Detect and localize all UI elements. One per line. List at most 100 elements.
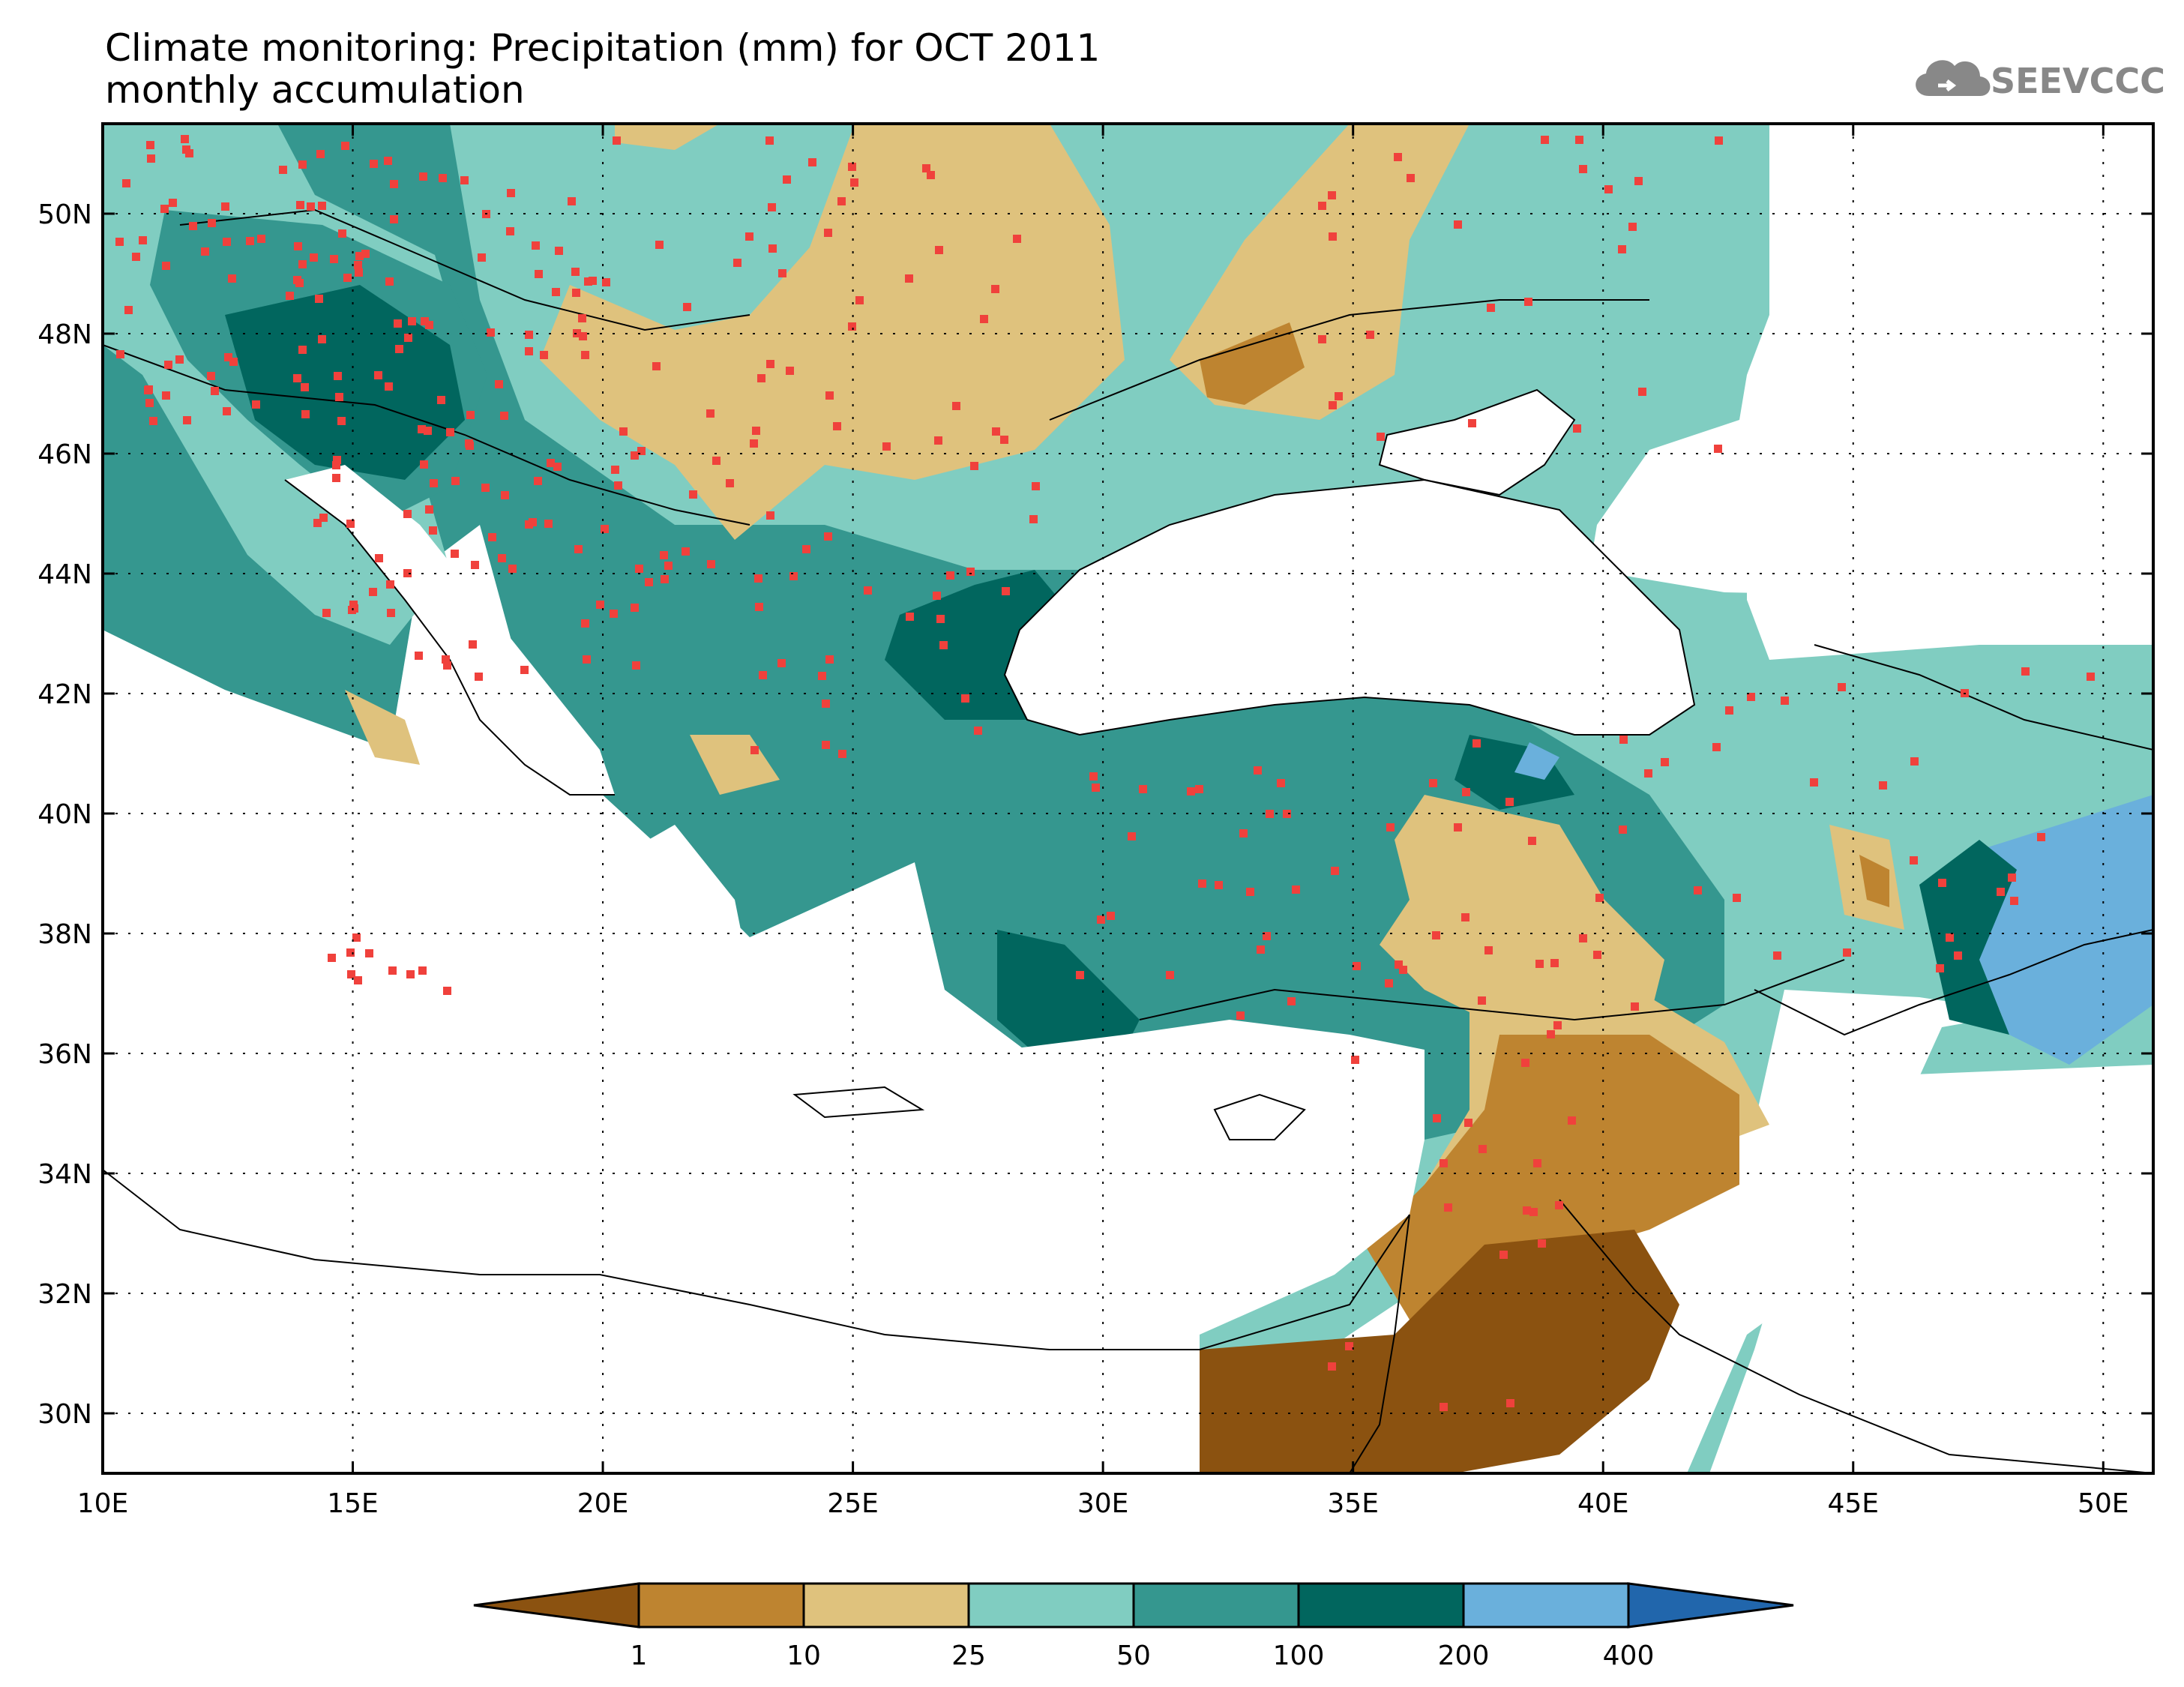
station-marker: [387, 609, 395, 617]
station-marker: [1407, 174, 1415, 182]
station-marker: [421, 317, 429, 325]
station-marker: [355, 268, 363, 277]
station-marker: [403, 569, 412, 577]
station-marker: [252, 400, 260, 409]
lon-tick-label: 40E: [1577, 1488, 1629, 1519]
station-marker: [175, 355, 184, 364]
station-marker: [980, 315, 988, 323]
station-marker: [487, 328, 495, 337]
station-marker: [394, 319, 402, 328]
station-marker: [1215, 881, 1223, 889]
station-marker: [1292, 885, 1300, 894]
station-marker: [906, 613, 914, 621]
station-marker: [682, 547, 690, 556]
station-marker: [1353, 962, 1361, 970]
station-marker: [1377, 433, 1385, 441]
station-marker: [848, 322, 856, 331]
station-marker: [824, 532, 832, 541]
station-marker: [706, 409, 715, 418]
station-marker: [506, 227, 514, 235]
station-marker: [346, 520, 355, 528]
station-marker: [1879, 781, 1887, 790]
station-marker: [404, 334, 412, 342]
station-marker: [822, 741, 830, 749]
station-marker: [766, 511, 774, 520]
station-marker: [408, 317, 416, 325]
dry-regions: [345, 124, 1904, 1473]
station-marker: [939, 641, 948, 649]
station-marker: [808, 158, 816, 166]
station-marker: [1954, 951, 1962, 960]
station-marker: [149, 417, 157, 425]
station-marker: [338, 229, 346, 238]
station-marker: [501, 491, 509, 499]
station-marker: [439, 174, 447, 182]
station-marker: [637, 447, 646, 455]
station-marker: [1366, 331, 1374, 339]
station-marker: [2087, 673, 2095, 681]
lat-tick-label: 40N: [37, 799, 92, 830]
station-marker: [1139, 785, 1147, 793]
station-marker: [614, 481, 622, 490]
station-marker: [315, 295, 323, 303]
station-marker: [733, 259, 741, 267]
station-marker: [335, 393, 343, 401]
station-marker: [1938, 879, 1946, 887]
station-marker: [1187, 787, 1195, 796]
station-marker: [613, 136, 621, 145]
station-marker: [1000, 436, 1008, 444]
station-marker: [1345, 1342, 1353, 1350]
station-marker: [1694, 886, 1702, 894]
station-marker: [1628, 223, 1637, 231]
station-marker: [848, 163, 856, 171]
lat-tick-label: 36N: [37, 1039, 92, 1070]
station-marker: [754, 574, 762, 583]
station-marker: [437, 396, 445, 404]
station-marker: [547, 459, 555, 467]
station-marker: [802, 545, 810, 553]
station-marker: [660, 551, 668, 559]
graticule-grid: [103, 124, 2153, 1473]
station-marker: [757, 374, 765, 382]
station-marker: [1634, 177, 1643, 185]
station-marker: [1478, 1145, 1487, 1153]
station-marker: [390, 215, 398, 223]
station-marker: [508, 565, 517, 573]
station-marker: [1246, 888, 1254, 896]
station-marker: [1236, 1011, 1245, 1020]
station-marker: [952, 402, 960, 410]
station-marker: [1076, 971, 1084, 979]
station-marker: [1432, 931, 1440, 939]
station-marker: [406, 970, 415, 978]
station-marker: [1810, 778, 1818, 787]
station-marker: [162, 391, 170, 400]
station-marker: [712, 457, 721, 465]
station-marker: [498, 554, 506, 562]
station-marker: [1521, 1059, 1529, 1067]
lat-tick-label: 30N: [37, 1399, 92, 1430]
station-marker: [1714, 445, 1722, 453]
station-marker: [415, 652, 423, 660]
station-marker: [370, 160, 378, 168]
station-marker: [1524, 298, 1532, 306]
station-marker: [115, 238, 124, 246]
lat-tick-label: 48N: [37, 319, 92, 350]
station-marker: [745, 232, 753, 241]
station-marker: [298, 160, 307, 169]
station-marker: [1266, 810, 1274, 818]
station-marker: [386, 580, 394, 589]
station-marker: [664, 562, 673, 570]
station-marker: [124, 306, 133, 314]
station-marker: [1328, 1362, 1336, 1371]
station-marker: [1529, 1208, 1538, 1216]
station-marker: [589, 277, 597, 285]
station-marker: [525, 347, 533, 355]
station-marker: [419, 172, 427, 181]
station-marker: [208, 219, 216, 227]
station-marker: [596, 601, 604, 609]
station-marker: [369, 588, 377, 596]
station-marker: [1535, 960, 1544, 968]
station-marker: [1277, 779, 1285, 787]
station-marker: [571, 268, 580, 276]
station-marker: [1468, 419, 1476, 427]
